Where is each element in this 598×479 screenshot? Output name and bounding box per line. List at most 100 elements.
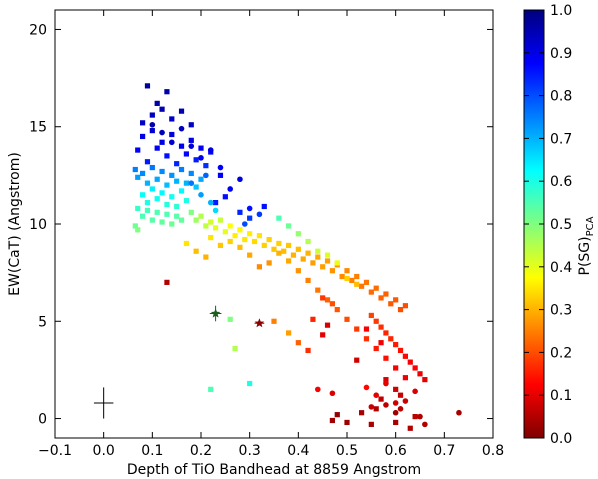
data-point-square — [178, 143, 185, 149]
x-tick-label: 0.0 — [93, 443, 115, 459]
data-point-square — [286, 242, 292, 248]
data-point-square — [242, 236, 248, 243]
data-point-square — [135, 147, 141, 153]
data-point-square — [276, 240, 282, 247]
data-point-square — [193, 157, 199, 163]
data-point-square — [363, 279, 370, 285]
data-point-square — [402, 353, 408, 359]
colorbar-title-main: P(SG) — [577, 236, 593, 275]
data-point-square — [140, 192, 146, 198]
data-point-square — [407, 359, 413, 365]
data-point-square — [305, 277, 311, 284]
data-point-square — [227, 238, 233, 245]
data-point-square — [149, 128, 155, 134]
y-axis-title: EW(CaT) (Angstrom) — [7, 152, 23, 296]
data-point-square — [227, 223, 233, 229]
data-point-square — [393, 365, 399, 371]
data-point-square — [247, 252, 253, 258]
data-point-circle — [203, 172, 209, 179]
data-point-circle — [402, 398, 409, 404]
data-point-square — [164, 201, 170, 208]
data-point-square — [359, 410, 365, 416]
data-point-square — [174, 213, 180, 219]
data-point-square — [164, 89, 170, 95]
data-point-square — [174, 178, 180, 184]
special-point-star — [254, 318, 265, 328]
data-point-square — [295, 340, 301, 346]
x-tick-label: 0.7 — [433, 443, 455, 459]
data-point-square — [393, 386, 399, 392]
data-point-square — [198, 213, 204, 219]
data-point-square — [198, 176, 204, 182]
plot-area — [54, 9, 494, 439]
data-point-square — [402, 303, 408, 309]
x-tick-label: 0.4 — [287, 443, 309, 459]
data-point-square — [320, 264, 326, 270]
colorbar-tick-label: 1.0 — [550, 3, 572, 19]
data-point-square — [266, 236, 272, 243]
y-tick-label: 10 — [29, 217, 47, 233]
data-point-square — [334, 307, 340, 313]
data-point-square — [164, 182, 170, 188]
y-tick-label: 20 — [29, 22, 47, 38]
colorbar-title: P(SG)PCA — [577, 216, 596, 275]
data-point-square — [295, 268, 301, 274]
data-point-square — [164, 211, 170, 217]
data-point-square — [363, 326, 370, 332]
data-point-square — [397, 392, 404, 398]
data-point-square — [276, 250, 282, 256]
data-point-square — [154, 100, 160, 106]
data-point-square — [286, 258, 292, 264]
data-point-square — [183, 180, 189, 186]
data-point-square — [169, 131, 175, 138]
data-point-square — [388, 336, 394, 342]
data-point-square — [217, 217, 224, 223]
data-point-circle — [217, 164, 224, 171]
data-point-circle — [188, 180, 195, 186]
x-axis-title: Depth of TiO Bandhead at 8859 Angstrom — [127, 462, 421, 478]
data-point-square — [378, 340, 384, 346]
special-point — [254, 318, 265, 328]
data-point-square — [266, 260, 272, 266]
data-point-circle — [169, 139, 175, 146]
data-point-square — [174, 203, 180, 210]
x-tick-label: −0.1 — [38, 443, 72, 459]
data-point-square — [383, 291, 389, 297]
data-point-square — [373, 318, 379, 324]
data-point-square — [198, 145, 204, 151]
data-point-square — [183, 151, 189, 157]
data-point-square — [290, 252, 297, 258]
data-point-circle — [373, 392, 380, 399]
data-point-square — [310, 316, 316, 322]
data-point-square — [159, 168, 165, 175]
data-point-square — [159, 190, 165, 196]
data-point-square — [412, 365, 418, 371]
data-point-square — [144, 83, 151, 89]
colorbar-tick-label: 0.1 — [550, 388, 572, 404]
data-point-square — [329, 268, 335, 274]
data-point-square — [132, 223, 138, 229]
data-point-square — [154, 209, 160, 215]
data-point-square — [208, 386, 214, 392]
data-point-square — [188, 122, 194, 128]
data-point-square — [383, 355, 389, 361]
data-point-square — [383, 377, 389, 383]
data-point-square — [349, 277, 355, 284]
data-point-square — [247, 380, 253, 387]
colorbar-tick-label: 0.9 — [550, 46, 572, 62]
data-point-square — [140, 213, 146, 219]
data-point-circle — [207, 199, 214, 206]
data-point-circle — [159, 129, 165, 136]
plot-frame — [54, 9, 494, 439]
data-point-square — [188, 137, 194, 143]
data-point-circle — [363, 384, 370, 391]
data-point-square — [329, 301, 335, 307]
data-point-square — [320, 295, 326, 301]
data-point-square — [203, 163, 209, 169]
data-point-square — [393, 342, 399, 348]
data-point-square — [300, 256, 306, 262]
data-point-square — [140, 170, 146, 177]
data-point-square — [412, 414, 418, 420]
data-point-square — [344, 268, 350, 274]
data-point-square — [159, 219, 165, 225]
